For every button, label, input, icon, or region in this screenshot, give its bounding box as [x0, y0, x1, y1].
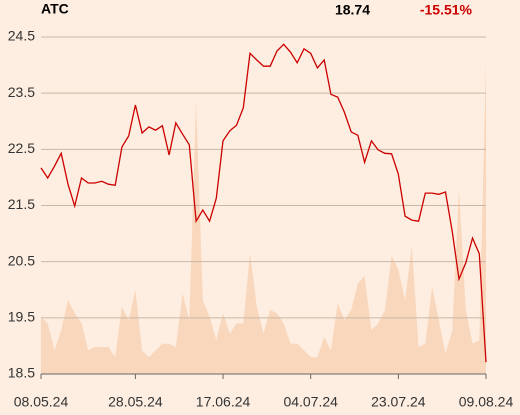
price-layer	[40, 43, 487, 363]
x-tick-label: 17.06.24	[196, 394, 251, 410]
x-tick-label: 28.05.24	[108, 394, 163, 410]
y-tick-label: 23.5	[8, 84, 35, 100]
change: -15.51%	[420, 2, 473, 18]
y-tick-label: 21.5	[8, 196, 35, 212]
volume-area	[41, 60, 486, 374]
grid-layer	[40, 36, 487, 379]
volume-layer	[41, 60, 486, 374]
x-tick-label: 04.07.24	[283, 394, 338, 410]
symbol: ATC	[41, 1, 69, 17]
price-line	[40, 43, 487, 363]
x-tick-label: 09.08.24	[459, 394, 514, 410]
y-tick-label: 22.5	[8, 140, 35, 156]
x-tick-label: 23.07.24	[371, 394, 426, 410]
y-tick-label: 20.5	[8, 252, 35, 268]
price: 18.74	[335, 2, 370, 18]
y-tick-label: 24.5	[8, 28, 35, 44]
y-tick-label: 18.5	[8, 365, 35, 381]
x-tick-label: 08.05.24	[14, 394, 69, 410]
y-tick-label: 19.5	[8, 309, 35, 325]
